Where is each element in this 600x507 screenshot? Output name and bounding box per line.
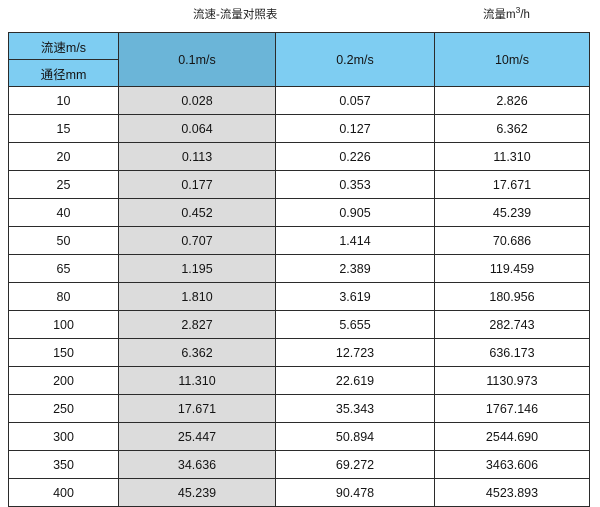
cell-v10: 45.239 (434, 198, 590, 227)
table-row: 20 0.113 0.226 11.310 (8, 142, 590, 171)
corner-velocity-label: 流速m/s (8, 32, 119, 60)
titles-row: 流速-流量对照表 流量m3/h (0, 0, 600, 30)
table-row: 50 0.707 1.414 70.686 (8, 226, 590, 255)
cell-v10: 2.826 (434, 86, 590, 115)
cell-v10: 70.686 (434, 226, 590, 255)
cell-v01: 0.113 (118, 142, 276, 171)
table-row: 65 1.195 2.389 119.459 (8, 254, 590, 283)
cell-v01: 34.636 (118, 450, 276, 479)
cell-v01: 25.447 (118, 422, 276, 451)
cell-v10: 180.956 (434, 282, 590, 311)
flow-unit-suffix: /h (520, 9, 530, 21)
corner-diameter-label: 通径mm (8, 59, 119, 87)
cell-diameter: 200 (8, 366, 119, 395)
cell-v02: 0.057 (275, 86, 435, 115)
table-row: 80 1.810 3.619 180.956 (8, 282, 590, 311)
flow-rate-table: 流速m/s 0.1m/s 0.2m/s 10m/s 通径mm 10 0.028 … (8, 32, 590, 507)
cell-v10: 636.173 (434, 338, 590, 367)
cell-v10: 6.362 (434, 114, 590, 143)
cell-v02: 2.389 (275, 254, 435, 283)
cell-v02: 35.343 (275, 394, 435, 423)
flow-unit-title: 流量m3/h (483, 6, 530, 22)
cell-v02: 90.478 (275, 478, 435, 507)
table-row: 250 17.671 35.343 1767.146 (8, 394, 590, 423)
cell-v01: 0.064 (118, 114, 276, 143)
header-row-bottom: 通径mm (8, 59, 590, 87)
cell-v01: 11.310 (118, 366, 276, 395)
cell-v01: 0.177 (118, 170, 276, 199)
column-header-1: 0.2m/s (275, 32, 435, 87)
cell-v10: 11.310 (434, 142, 590, 171)
cell-v02: 50.894 (275, 422, 435, 451)
cell-v01: 0.452 (118, 198, 276, 227)
cell-v10: 17.671 (434, 170, 590, 199)
cell-diameter: 20 (8, 142, 119, 171)
cell-v02: 0.127 (275, 114, 435, 143)
table-row: 15 0.064 0.127 6.362 (8, 114, 590, 143)
cell-diameter: 100 (8, 310, 119, 339)
cell-v10: 3463.606 (434, 450, 590, 479)
cell-diameter: 10 (8, 86, 119, 115)
table-row: 300 25.447 50.894 2544.690 (8, 422, 590, 451)
table-row: 10 0.028 0.057 2.826 (8, 86, 590, 115)
cell-v10: 1767.146 (434, 394, 590, 423)
table-body: 流速m/s 0.1m/s 0.2m/s 10m/s 通径mm 10 0.028 … (8, 32, 590, 507)
table-row: 400 45.239 90.478 4523.893 (8, 478, 590, 507)
flow-table-container: 流速m/s 0.1m/s 0.2m/s 10m/s 通径mm 10 0.028 … (8, 32, 590, 507)
cell-diameter: 25 (8, 170, 119, 199)
table-row: 150 6.362 12.723 636.173 (8, 338, 590, 367)
cell-diameter: 150 (8, 338, 119, 367)
column-header-2: 10m/s (434, 32, 590, 87)
cell-v02: 12.723 (275, 338, 435, 367)
cell-v02: 0.226 (275, 142, 435, 171)
cell-diameter: 15 (8, 114, 119, 143)
cell-v01: 1.195 (118, 254, 276, 283)
cell-v10: 282.743 (434, 310, 590, 339)
table-row: 25 0.177 0.353 17.671 (8, 170, 590, 199)
cell-v10: 119.459 (434, 254, 590, 283)
cell-v02: 3.619 (275, 282, 435, 311)
cell-diameter: 250 (8, 394, 119, 423)
flow-unit-superscript: 3 (515, 5, 521, 16)
cell-v01: 2.827 (118, 310, 276, 339)
cell-v10: 1130.973 (434, 366, 590, 395)
column-header-0: 0.1m/s (118, 32, 276, 87)
cell-diameter: 400 (8, 478, 119, 507)
table-row: 200 11.310 22.619 1130.973 (8, 366, 590, 395)
header-row-top: 流速m/s 0.1m/s 0.2m/s 10m/s (8, 32, 590, 87)
cell-diameter: 40 (8, 198, 119, 227)
cell-v01: 0.707 (118, 226, 276, 255)
cell-diameter: 65 (8, 254, 119, 283)
cell-v02: 1.414 (275, 226, 435, 255)
cell-v01: 0.028 (118, 86, 276, 115)
cell-v10: 4523.893 (434, 478, 590, 507)
cell-v02: 0.905 (275, 198, 435, 227)
cell-diameter: 350 (8, 450, 119, 479)
table-row: 40 0.452 0.905 45.239 (8, 198, 590, 227)
cell-v01: 6.362 (118, 338, 276, 367)
table-row: 100 2.827 5.655 282.743 (8, 310, 590, 339)
page-title: 流速-流量对照表 (193, 9, 278, 21)
cell-v02: 22.619 (275, 366, 435, 395)
cell-diameter: 80 (8, 282, 119, 311)
cell-v02: 5.655 (275, 310, 435, 339)
cell-diameter: 50 (8, 226, 119, 255)
cell-v01: 45.239 (118, 478, 276, 507)
cell-v01: 1.810 (118, 282, 276, 311)
cell-v01: 17.671 (118, 394, 276, 423)
cell-v10: 2544.690 (434, 422, 590, 451)
table-row: 350 34.636 69.272 3463.606 (8, 450, 590, 479)
cell-diameter: 300 (8, 422, 119, 451)
flow-unit-prefix: 流量m (483, 9, 516, 21)
cell-v02: 0.353 (275, 170, 435, 199)
cell-v02: 69.272 (275, 450, 435, 479)
